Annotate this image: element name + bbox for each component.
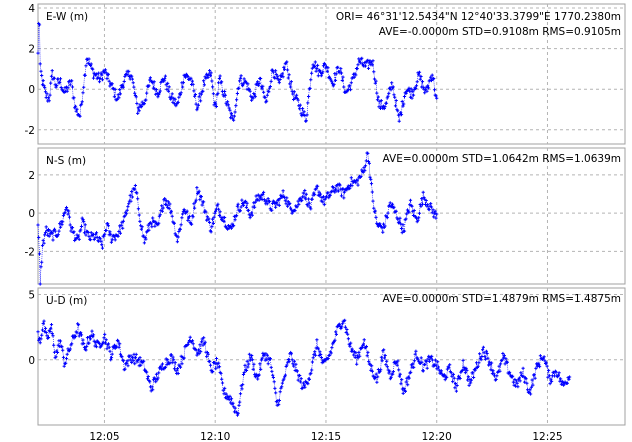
panel-ylabel: U-D (m) — [46, 295, 87, 307]
panel-statistics: AVE=-0.0000m STD=0.9108m RMS=0.9105m — [379, 26, 621, 38]
y-tick-label: 2 — [28, 44, 35, 56]
data-points — [36, 21, 439, 123]
data-points — [36, 318, 572, 417]
panel-ylabel: N-S (m) — [46, 155, 86, 167]
y-tick-label: 4 — [28, 3, 35, 15]
panel-frame — [37, 3, 626, 145]
series-markers — [36, 21, 439, 123]
origin-coordinates: ORI= 46°31'12.5434"N 12°40'33.3799"E 177… — [336, 11, 621, 23]
panel-e-w: 4 2 0 -2 E-W (m) ORI= 46°31'12.5434"N 12°40'3… — [25, 3, 626, 145]
x-tick-label: 12:05 — [89, 431, 119, 442]
y-tick-label: 5 — [28, 290, 35, 302]
y-tick-label: 0 — [28, 355, 35, 367]
panels: 4 2 0 -2 E-W (m) ORI= 46°31'12.5434"N 12°40'3… — [25, 3, 626, 426]
y-tick-label: 0 — [28, 208, 35, 220]
panel-frame — [37, 147, 626, 285]
x-tick-label: 12:25 — [532, 431, 562, 442]
panel-ylabel: E-W (m) — [46, 11, 88, 23]
y-tick-label: -2 — [25, 246, 35, 258]
panel-statistics: AVE=0.0000m STD=1.0642m RMS=1.0639m — [383, 153, 622, 165]
y-tick-label: -2 — [25, 125, 35, 137]
x-axis: 12:05 12:10 12:15 12:20 12:25 — [89, 431, 562, 442]
panel-n-s: 2 0 -2 N-S (m) AVE=0.0000m STD=1.0642m RMS=1… — [25, 147, 626, 286]
panel-frame — [37, 287, 626, 426]
x-tick-label: 12:10 — [200, 431, 230, 442]
y-tick-label: 2 — [28, 170, 35, 182]
data-points — [36, 151, 439, 286]
panel-u-d: 5 0 U-D (m) AVE=0.0000m STD=1.4879m RMS=1.4… — [28, 287, 626, 426]
series-markers — [36, 318, 572, 417]
x-tick-label: 12:20 — [422, 431, 452, 442]
panel-statistics: AVE=0.0000m STD=1.4879m RMS=1.4875m — [383, 293, 622, 305]
series-markers — [36, 151, 439, 286]
x-tick-label: 12:15 — [311, 431, 341, 442]
y-tick-label: 0 — [28, 84, 35, 96]
